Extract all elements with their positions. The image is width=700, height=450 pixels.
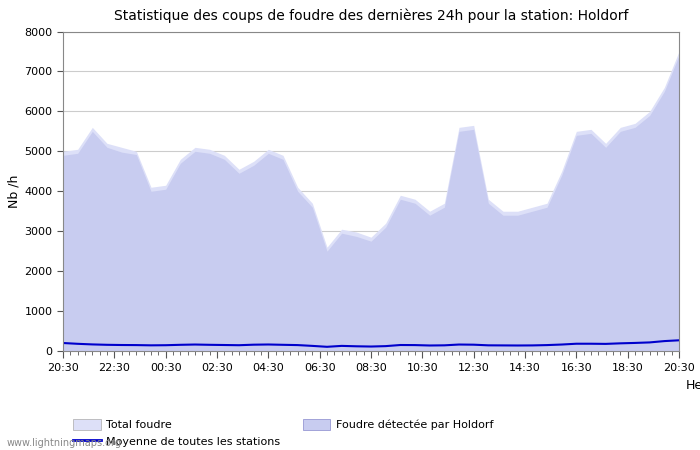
Legend: Total foudre, Moyenne de toutes les stations, Foudre détectée par Holdorf: Total foudre, Moyenne de toutes les stat…: [69, 414, 498, 450]
Text: Heure: Heure: [686, 379, 700, 392]
Title: Statistique des coups de foudre des dernières 24h pour la station: Holdorf: Statistique des coups de foudre des dern…: [113, 9, 629, 23]
Y-axis label: Nb /h: Nb /h: [7, 175, 20, 208]
Text: www.lightningmaps.org: www.lightningmaps.org: [7, 438, 122, 448]
